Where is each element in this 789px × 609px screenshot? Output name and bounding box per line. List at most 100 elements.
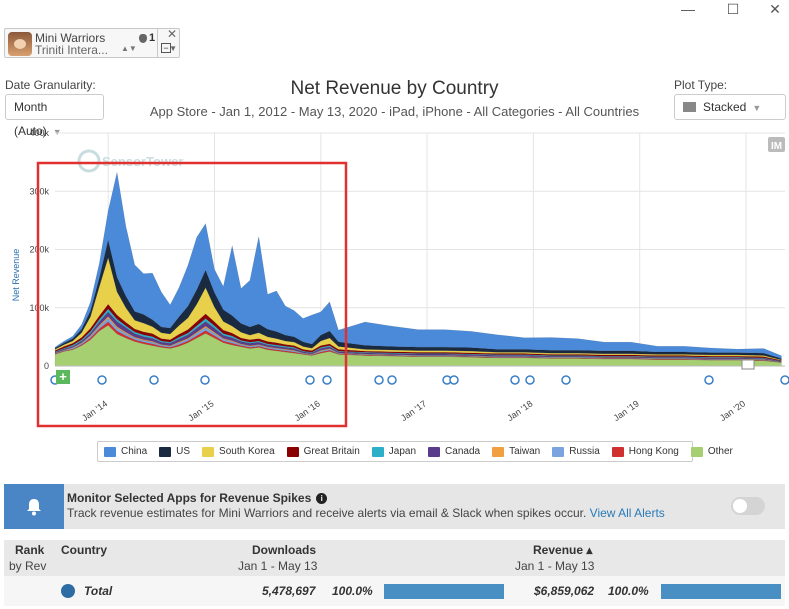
legend-swatch bbox=[371, 446, 384, 457]
view-all-alerts-link[interactable]: View All Alerts bbox=[589, 506, 665, 520]
event-marker bbox=[525, 375, 535, 385]
collapse-icon[interactable]: − bbox=[161, 43, 171, 53]
date-granularity-label: Date Granularity: bbox=[5, 78, 96, 92]
game-avatar-icon bbox=[8, 32, 32, 56]
y-tick-label: 300k bbox=[29, 186, 49, 196]
y-axis-label: Net Revenue bbox=[11, 249, 21, 302]
event-marker bbox=[200, 375, 210, 385]
col-revenue[interactable]: Revenue ▴ bbox=[533, 543, 593, 557]
x-tick-label: Jan '19 bbox=[612, 398, 641, 423]
minimize-icon[interactable]: — bbox=[681, 1, 695, 17]
series-great-britain bbox=[54, 303, 782, 362]
app-chip-options[interactable]: ✕ − ▼ bbox=[157, 27, 179, 57]
plot-type-label: Plot Type: bbox=[674, 78, 728, 92]
close-icon[interactable]: ✕ bbox=[769, 1, 781, 17]
event-marker bbox=[561, 375, 571, 385]
y-tick-label: 400k bbox=[29, 128, 49, 138]
event-marker bbox=[704, 375, 714, 385]
row-revenue-pct: 100.0% bbox=[608, 584, 649, 598]
col-downloads[interactable]: Downloads bbox=[252, 543, 317, 557]
row-revenue: $6,859,062 bbox=[534, 584, 595, 598]
legend-item[interactable]: South Korea bbox=[202, 446, 275, 457]
col-rank[interactable]: Rank bbox=[15, 543, 45, 557]
alerts-toggle[interactable] bbox=[731, 497, 765, 515]
legend-label: US bbox=[176, 446, 191, 457]
y-tick-labels: 0 100k 200k 300k 400k bbox=[29, 128, 49, 371]
legend-swatch bbox=[690, 446, 703, 457]
x-tick-labels: Jan '14 Jan '15 Jan '16 Jan '17 Jan '18 Jan '… bbox=[80, 398, 747, 423]
image-icon bbox=[683, 102, 696, 112]
row-downloads: 5,478,697 bbox=[262, 584, 316, 598]
legend-item[interactable]: Taiwan bbox=[492, 446, 540, 457]
y-tick-label: 200k bbox=[29, 245, 49, 255]
x-tick-label: Jan '14 bbox=[80, 398, 109, 423]
im-badge-label: IM bbox=[771, 141, 782, 152]
stacked-areas bbox=[54, 172, 782, 367]
legend-swatch bbox=[428, 446, 441, 457]
y-tick-label: 0 bbox=[44, 361, 49, 371]
event-marker bbox=[97, 375, 107, 385]
series-china bbox=[54, 172, 782, 359]
legend-label: South Korea bbox=[219, 446, 275, 457]
date-granularity-select[interactable]: Month (Auto) ▼ bbox=[5, 94, 104, 138]
legend-label: Japan bbox=[388, 446, 417, 457]
series-us bbox=[54, 240, 782, 361]
x-tick-label: Jan '17 bbox=[399, 398, 428, 423]
apple-icon bbox=[139, 34, 147, 43]
legend-item[interactable]: Japan bbox=[371, 446, 417, 457]
legend-label: China bbox=[121, 446, 148, 457]
col-country[interactable]: Country bbox=[61, 543, 107, 557]
app-chip[interactable]: Mini Warriors Triniti Intera... 1 ▲▼ ✕ −… bbox=[4, 27, 180, 58]
plot-type-value: Stacked bbox=[703, 100, 747, 114]
revenue-share-track bbox=[661, 584, 781, 599]
legend-item[interactable]: China bbox=[104, 446, 147, 457]
row-country: Total bbox=[84, 584, 113, 598]
col-rank-sub: by Rev bbox=[9, 559, 47, 573]
event-marker bbox=[322, 375, 332, 385]
series-russia bbox=[54, 317, 782, 363]
sort-arrows-icon[interactable]: ▲▼ bbox=[121, 44, 137, 53]
app-name: Mini Warriors bbox=[35, 31, 106, 45]
legend-label: Great Britain bbox=[303, 446, 360, 457]
legend-item[interactable]: US bbox=[159, 446, 190, 457]
legend-item[interactable]: Canada bbox=[428, 446, 480, 457]
info-icon[interactable]: i bbox=[316, 493, 328, 504]
col-downloads-sub: Jan 1 - May 13 bbox=[238, 559, 318, 573]
legend-swatch bbox=[286, 446, 299, 457]
legend-item[interactable]: Hong Kong bbox=[611, 446, 679, 457]
event-marker bbox=[449, 375, 459, 385]
monitor-bar bbox=[4, 484, 785, 529]
plot-type-select[interactable]: Stacked ▼ bbox=[674, 94, 786, 120]
maximize-icon[interactable]: ☐ bbox=[726, 1, 740, 17]
chevron-down-icon: ▼ bbox=[52, 127, 62, 137]
legend-label: Other bbox=[707, 446, 733, 457]
legend-swatch bbox=[202, 446, 215, 457]
legend-label: Hong Kong bbox=[628, 446, 679, 457]
globe-icon bbox=[61, 584, 75, 598]
legend-label: Russia bbox=[569, 446, 600, 457]
legend-swatch bbox=[552, 446, 565, 457]
monitor-title: Monitor Selected Apps for Revenue Spikes… bbox=[67, 491, 328, 505]
chevron-down-icon: ▼ bbox=[752, 103, 762, 113]
series-taiwan bbox=[54, 316, 782, 363]
legend-item[interactable]: Great Britain bbox=[286, 446, 360, 457]
revenue-share-bar bbox=[661, 584, 781, 599]
downloads-share-bar bbox=[384, 584, 504, 599]
remove-app-icon[interactable]: ✕ bbox=[166, 27, 177, 41]
legend-item[interactable]: Other bbox=[690, 446, 733, 457]
x-tick-label: Jan '16 bbox=[293, 398, 322, 423]
x-tick-label: Jan '20 bbox=[718, 398, 747, 423]
chevron-down-icon[interactable]: ▼ bbox=[169, 44, 177, 53]
row-downloads-pct: 100.0% bbox=[332, 584, 373, 598]
legend-item[interactable]: Russia bbox=[552, 446, 600, 457]
bell-icon bbox=[4, 484, 64, 529]
add-event-label: + bbox=[59, 369, 67, 384]
event-markers: + bbox=[50, 359, 789, 385]
legend-swatch bbox=[104, 446, 116, 457]
event-marker bbox=[149, 375, 159, 385]
monitor-description: Track revenue estimates for Mini Warrior… bbox=[67, 506, 665, 520]
legend-label: Canada bbox=[445, 446, 481, 457]
chart-subtitle: App Store - Jan 1, 2012 - May 13, 2020 -… bbox=[149, 104, 640, 119]
event-marker bbox=[374, 375, 384, 385]
